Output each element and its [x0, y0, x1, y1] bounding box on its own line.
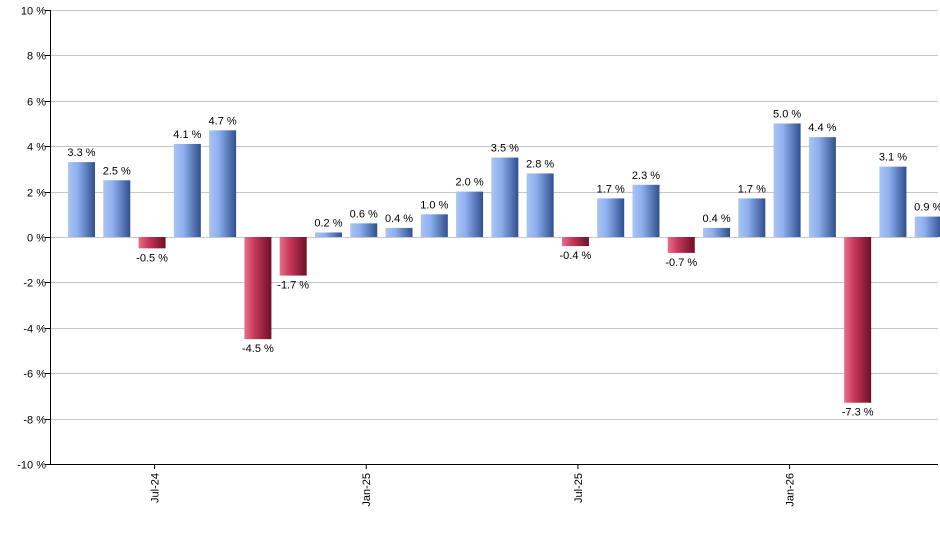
bar: [703, 227, 731, 237]
bar-value-label: 0.2 %: [314, 217, 342, 229]
bar: [456, 191, 484, 237]
y-tick-label: 10 %: [21, 6, 46, 18]
bar: [632, 184, 660, 237]
bar-value-label: -7.3 %: [842, 407, 874, 419]
y-tick-label: 6 %: [27, 97, 46, 109]
bar: [173, 143, 201, 237]
bars: [68, 123, 940, 403]
bar-value-label: -1.7 %: [277, 280, 309, 292]
bar: [138, 237, 166, 249]
bar-value-label: 5.0 %: [773, 109, 801, 121]
bar: [738, 198, 766, 237]
bar-value-label: 1.0 %: [420, 199, 448, 211]
y-tick-labels: 10 % 8 % 6 % 4 % 2 % 0 % -2 % -4 % -6 % -8 % -10 %: [17, 6, 50, 472]
x-tick-labels: Jul-24 Jan-25 Jul-25 Jan-26: [150, 464, 797, 507]
bar-value-label: 2.5 %: [103, 165, 131, 177]
bar: [914, 216, 940, 237]
data-labels: 3.3 % 2.5 % -0.5 % 4.1 % 4.7 % -4.5 % -1.7 % 0.…: [67, 109, 940, 419]
bar-value-label: -0.5 %: [136, 252, 168, 264]
bar: [526, 173, 554, 237]
y-tick-label: -8 %: [23, 415, 46, 427]
y-tick-label: -4 %: [23, 324, 46, 336]
y-tick-label: -6 %: [23, 369, 46, 381]
bar-value-label: 1.7 %: [597, 183, 625, 195]
bar: [808, 137, 836, 237]
x-tick-label: Jul-24: [150, 473, 162, 503]
bar: [68, 162, 95, 237]
bar-value-label: -4.5 %: [242, 343, 274, 355]
y-tick-label: 0 %: [27, 233, 46, 245]
bar: [844, 237, 872, 403]
bar: [209, 130, 237, 237]
bar: [561, 237, 589, 247]
bar: [667, 237, 695, 253]
y-tick-label: -10 %: [17, 460, 46, 472]
bar-value-label: 3.1 %: [879, 152, 907, 164]
grid-lines: [50, 10, 938, 465]
x-tick-label: Jul-25: [573, 473, 585, 503]
bar-value-label: 4.1 %: [173, 129, 201, 141]
bar-value-label: 4.4 %: [808, 122, 836, 134]
bar-value-label: 2.8 %: [526, 158, 554, 170]
y-tick-label: 2 %: [27, 188, 46, 200]
bar: [420, 214, 448, 237]
y-tick-label: 8 %: [27, 51, 46, 63]
bar: [491, 157, 519, 237]
bar: [279, 237, 307, 276]
bar-value-label: 2.0 %: [456, 177, 484, 189]
y-tick-label: -2 %: [23, 278, 46, 290]
bar-value-label: 2.3 %: [632, 170, 660, 182]
bar: [385, 227, 413, 237]
bar-value-label: 1.7 %: [738, 183, 766, 195]
x-tick-label: Jan-25: [361, 473, 373, 507]
bar: [314, 232, 342, 237]
bar-value-label: 3.3 %: [67, 147, 95, 159]
bar: [244, 237, 272, 340]
bar: [350, 223, 378, 237]
bar-value-label: 4.7 %: [209, 115, 237, 127]
bar: [879, 166, 907, 237]
y-tick-label: 4 %: [27, 142, 46, 154]
bar-value-label: -0.4 %: [560, 250, 592, 262]
bar-value-label: 0.9 %: [914, 202, 940, 214]
bar-value-label: 0.6 %: [350, 208, 378, 220]
bar-value-label: -0.7 %: [665, 257, 697, 269]
x-tick-label: Jan-26: [785, 473, 797, 507]
bar-value-label: 0.4 %: [385, 213, 413, 225]
bar-value-label: 0.4 %: [702, 213, 730, 225]
bar: [773, 123, 801, 237]
bar-value-label: 3.5 %: [491, 143, 519, 155]
bar: [103, 180, 131, 237]
bar: [597, 198, 625, 237]
